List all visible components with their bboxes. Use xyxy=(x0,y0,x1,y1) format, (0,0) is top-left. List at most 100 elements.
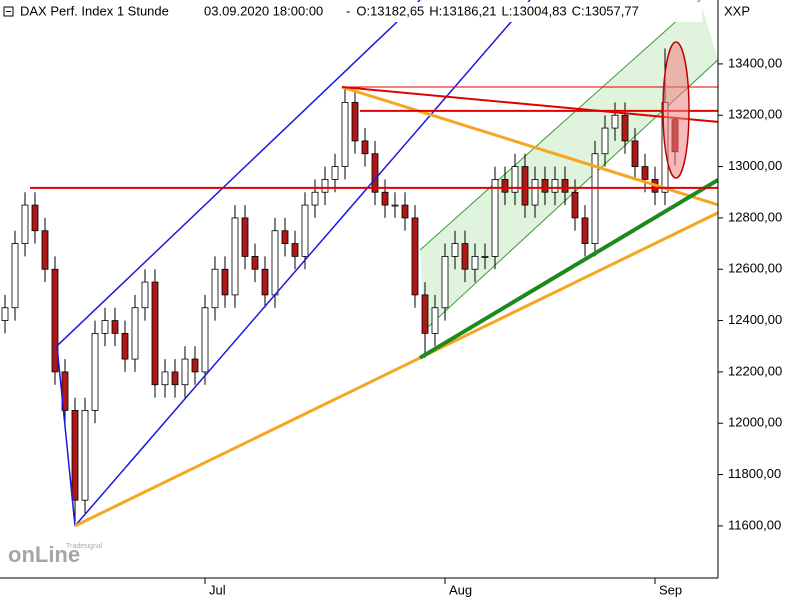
candle-body xyxy=(441,256,449,309)
candle-body xyxy=(161,371,169,386)
candle-body xyxy=(301,204,309,257)
candle-body xyxy=(601,127,609,155)
candle-body xyxy=(571,191,579,219)
candle-body xyxy=(241,217,249,257)
watermark-brand: Tradesignal xyxy=(66,543,103,550)
candle-body xyxy=(341,102,349,167)
candle-body xyxy=(271,230,279,296)
chart-title: DAX Perf. Index 1 Stunde xyxy=(20,3,169,18)
candle-body xyxy=(501,179,509,193)
candle-body xyxy=(421,294,429,334)
candle-body xyxy=(581,217,589,244)
candle-body xyxy=(631,140,639,167)
header-bg xyxy=(0,2,702,22)
candle-body xyxy=(251,256,259,270)
candle-body xyxy=(381,191,389,206)
candle-body xyxy=(261,268,269,296)
y-tick-label: 11800,00 xyxy=(728,466,781,481)
candle-body xyxy=(371,153,379,193)
candle-body xyxy=(231,217,239,296)
candle-body xyxy=(181,358,189,386)
candle-body xyxy=(21,204,29,244)
candle-body xyxy=(461,243,469,270)
ohlc-label: O:13182,65 xyxy=(356,3,424,18)
header: DAX Perf. Index 1 Stunde 03.09.2020 18:0… xyxy=(0,2,702,22)
candle-body xyxy=(491,179,499,257)
candle-body xyxy=(541,179,549,193)
candle-body xyxy=(191,358,199,373)
candle-body xyxy=(361,140,369,155)
candle-body xyxy=(91,333,99,411)
candle-body xyxy=(141,281,149,309)
candle-body xyxy=(321,179,329,193)
candle-body xyxy=(221,268,229,296)
candle-body xyxy=(591,153,599,244)
candle-body xyxy=(621,114,629,142)
trendline xyxy=(56,345,76,526)
chart-datetime: 03.09.2020 18:00:00 xyxy=(204,3,323,18)
trendline xyxy=(418,178,718,360)
candle-body xyxy=(131,307,139,360)
candle-body xyxy=(121,333,129,360)
ohlc-label: L:13004,83 xyxy=(502,3,567,18)
candle-body xyxy=(1,307,9,321)
symbol-label: XXP xyxy=(724,3,750,18)
x-tick-label: Jul xyxy=(209,582,226,597)
x-tick-label: Aug xyxy=(449,582,472,597)
candle-body xyxy=(391,204,399,207)
plot-area xyxy=(1,0,718,528)
trendline xyxy=(74,0,531,527)
candle-body xyxy=(611,114,619,129)
y-tick-label: 13200,00 xyxy=(728,107,782,122)
highlight-ellipse xyxy=(662,41,690,179)
y-tick-label: 12000,00 xyxy=(728,415,782,430)
watermark: Tradesignal onLine xyxy=(8,542,103,567)
candle-body xyxy=(411,217,419,296)
candle-body xyxy=(401,204,409,219)
x-tick-label: Sep xyxy=(659,582,682,597)
trendline xyxy=(341,86,718,123)
candle-body xyxy=(311,191,319,206)
y-tick-label: 12400,00 xyxy=(728,312,782,327)
candle-body xyxy=(561,179,569,193)
candle-body xyxy=(71,410,79,501)
ohlc-label: C:13057,77 xyxy=(572,3,639,18)
candle-body xyxy=(471,256,479,270)
candle-body xyxy=(101,320,109,334)
candle-body xyxy=(431,307,439,334)
candle-body xyxy=(41,230,49,270)
candle-body xyxy=(551,179,559,193)
candle-body xyxy=(641,166,649,180)
candle-body xyxy=(51,268,59,373)
candle-body xyxy=(531,179,539,206)
y-tick-label: 11600,00 xyxy=(728,517,781,532)
candle-body xyxy=(521,166,529,206)
candle-body xyxy=(171,371,179,386)
candle-body xyxy=(451,243,459,257)
trendline xyxy=(74,211,718,528)
watermark-logo: onLine xyxy=(8,542,80,567)
candle-body xyxy=(211,268,219,309)
candle-body xyxy=(481,256,489,258)
trendline xyxy=(341,85,718,207)
candle-body xyxy=(151,281,159,386)
y-tick-label: 13400,00 xyxy=(728,55,782,70)
candle-body xyxy=(291,243,299,257)
candle-body xyxy=(351,102,359,142)
candle-body xyxy=(81,410,89,501)
candle-body xyxy=(111,320,119,334)
y-tick-label: 12800,00 xyxy=(728,209,782,224)
y-tick-label: 12600,00 xyxy=(728,261,782,276)
trendline xyxy=(56,0,421,347)
candle-body xyxy=(31,204,39,232)
channel-line xyxy=(419,0,701,251)
candle-body xyxy=(11,243,19,309)
candle-body xyxy=(281,230,289,244)
y-tick-label: 13000,00 xyxy=(728,158,782,173)
candle-body xyxy=(511,166,519,193)
ohlc-label: H:13186,21 xyxy=(429,3,496,18)
candle-body xyxy=(331,166,339,180)
separator: - xyxy=(346,3,350,18)
candle-body xyxy=(201,307,209,373)
